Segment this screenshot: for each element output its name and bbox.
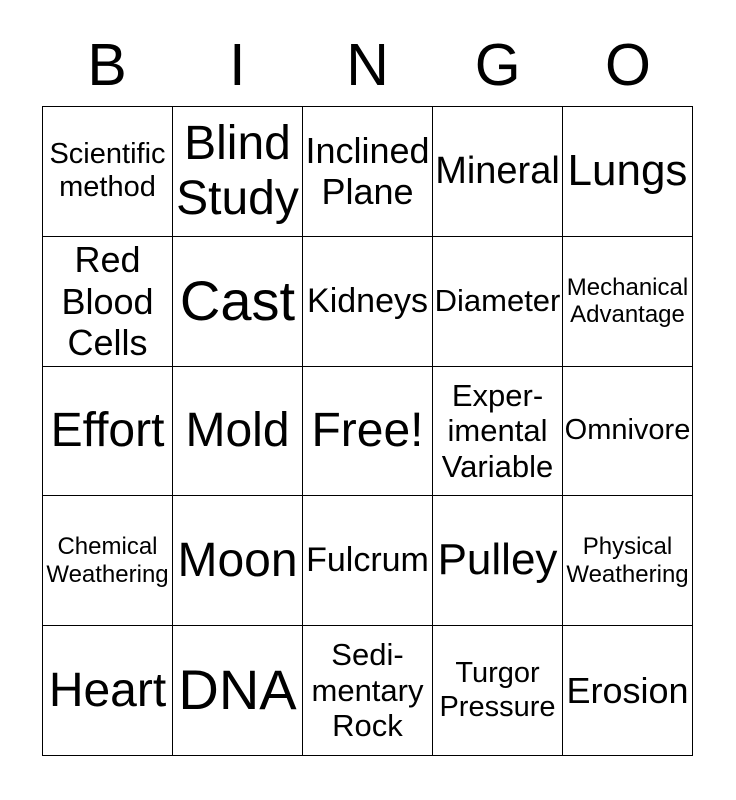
bingo-title: B I N G O: [42, 36, 693, 95]
bingo-cell-r4c4[interactable]: Erosion: [563, 626, 693, 756]
bingo-letter-g: G: [474, 32, 521, 98]
bingo-cell-r1c1[interactable]: Cast: [173, 236, 303, 367]
bingo-cell-r1c3[interactable]: Diameter: [433, 236, 563, 367]
bingo-cell-r0c0[interactable]: Scientific method: [43, 107, 173, 237]
bingo-cell-r4c2[interactable]: Sedi- mentary Rock: [303, 626, 433, 756]
bingo-cell-r1c0[interactable]: Red Blood Cells: [43, 236, 173, 367]
bingo-cell-r0c4[interactable]: Lungs: [563, 107, 693, 237]
bingo-cell-r4c1[interactable]: DNA: [173, 626, 303, 756]
bingo-cell-r0c2[interactable]: Inclined Plane: [303, 107, 433, 237]
bingo-cell-r3c1[interactable]: Moon: [173, 496, 303, 627]
bingo-cell-r0c1[interactable]: Blind Study: [173, 107, 303, 237]
bingo-letter-n: N: [346, 32, 389, 98]
bingo-cell-r1c2[interactable]: Kidneys: [303, 236, 433, 367]
bingo-cell-r4c3[interactable]: Turgor Pressure: [433, 626, 563, 756]
bingo-cell-r2c0[interactable]: Effort: [43, 366, 173, 497]
bingo-cell-r2c1[interactable]: Mold: [173, 366, 303, 497]
bingo-cell-r4c0[interactable]: Heart: [43, 626, 173, 756]
bingo-cell-r1c4[interactable]: Mechanical Advantage: [563, 236, 693, 367]
bingo-cell-r3c0[interactable]: Chemical Weathering: [43, 496, 173, 627]
bingo-grid: Scientific method Blind Study Inclined P…: [42, 106, 693, 756]
bingo-cell-r2c3[interactable]: Exper- imental Variable: [433, 366, 563, 497]
bingo-letter-i: I: [229, 32, 246, 98]
bingo-cell-r3c4[interactable]: Physical Weathering: [563, 496, 693, 627]
bingo-cell-r3c2[interactable]: Fulcrum: [303, 496, 433, 627]
bingo-letter-o: O: [604, 32, 651, 98]
bingo-cell-free[interactable]: Free!: [303, 366, 433, 497]
bingo-letter-b: B: [87, 32, 127, 98]
bingo-cell-r0c3[interactable]: Mineral: [433, 107, 563, 237]
bingo-cell-r3c3[interactable]: Pulley: [433, 496, 563, 627]
bingo-cell-r2c4[interactable]: Omnivore: [563, 366, 693, 497]
